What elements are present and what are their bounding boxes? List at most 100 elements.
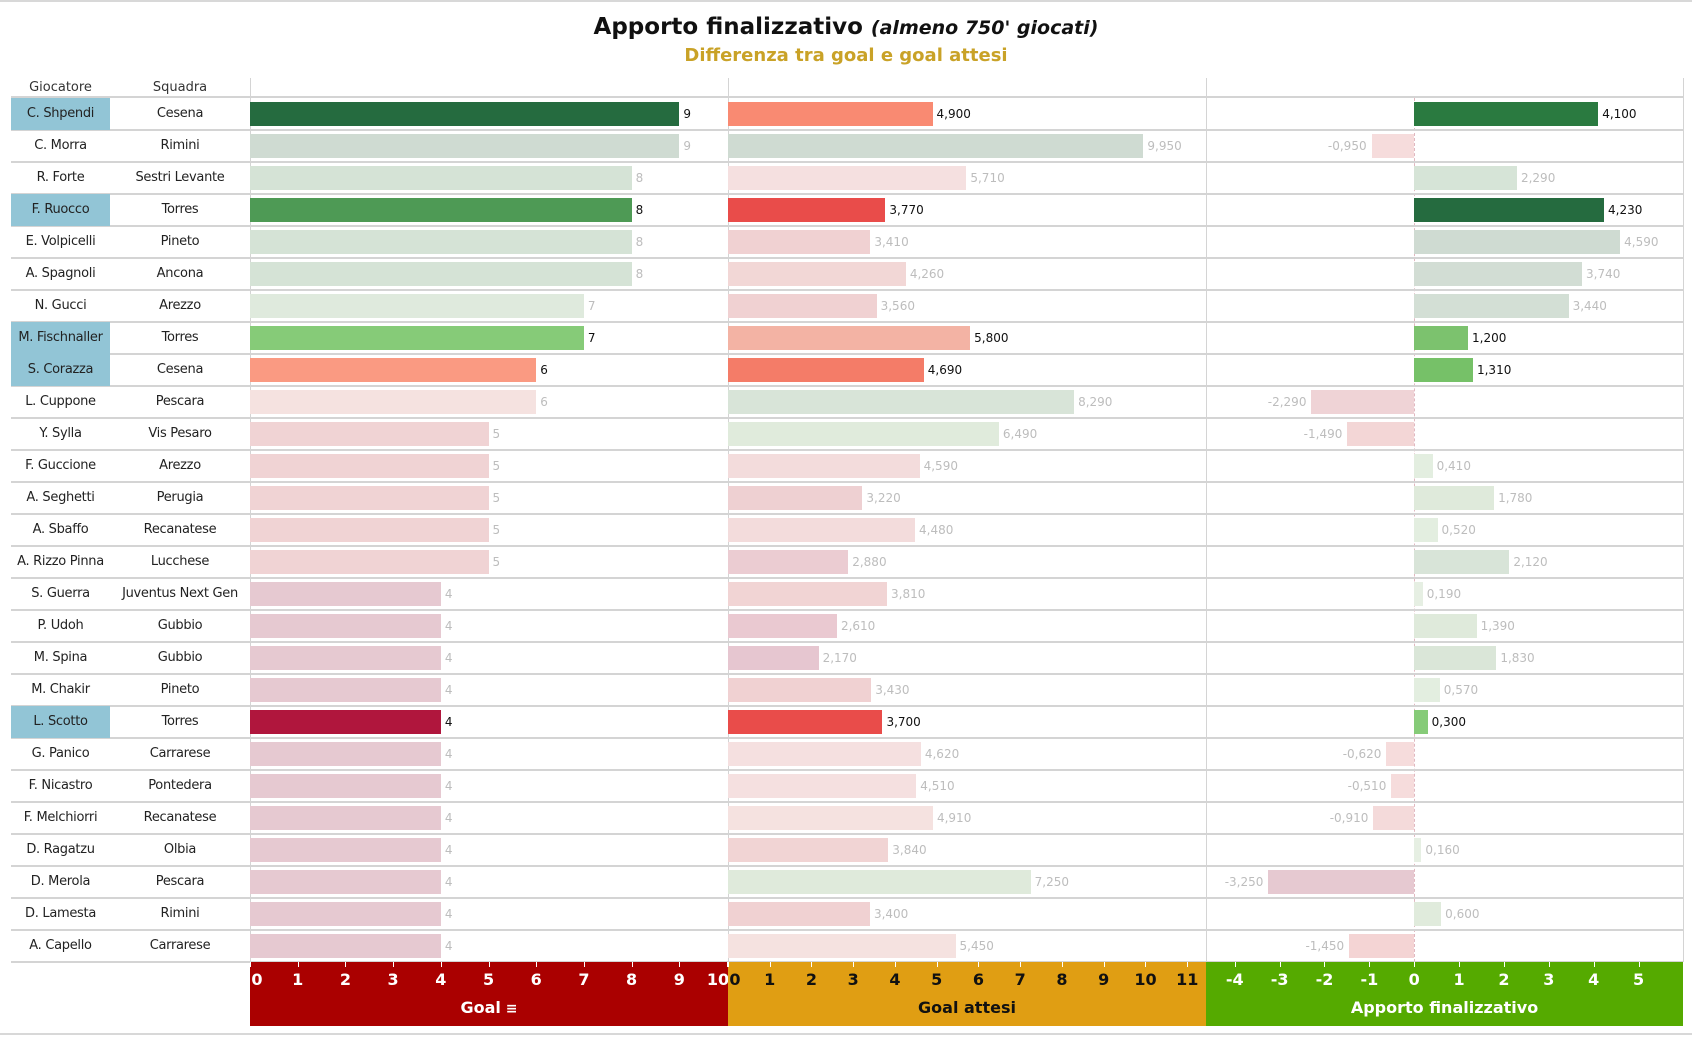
diff-bar[interactable]: [1349, 934, 1415, 958]
goal-bar[interactable]: [250, 358, 537, 382]
xg-bar[interactable]: [728, 614, 837, 638]
goal-bar[interactable]: [250, 550, 489, 574]
xg-bar[interactable]: [728, 902, 870, 926]
goal-bar[interactable]: [250, 198, 632, 222]
xg-bar[interactable]: [728, 934, 956, 958]
diff-bar[interactable]: [1414, 582, 1423, 606]
player-cell[interactable]: M. Spina: [33, 650, 88, 665]
goal-bar[interactable]: [250, 486, 489, 510]
diff-bar[interactable]: [1414, 614, 1477, 638]
axis-title-diff[interactable]: Apporto finalizzativo: [1206, 998, 1683, 1017]
diff-bar[interactable]: [1371, 134, 1415, 158]
diff-bar[interactable]: [1414, 198, 1605, 222]
xg-bar[interactable]: [728, 710, 883, 734]
diff-bar[interactable]: [1268, 870, 1415, 894]
xg-bar[interactable]: [728, 646, 819, 670]
diff-bar[interactable]: [1373, 806, 1415, 830]
goal-bar[interactable]: [250, 870, 441, 894]
diff-bar[interactable]: [1414, 102, 1599, 126]
diff-bar[interactable]: [1414, 678, 1440, 702]
player-cell[interactable]: L. Cuppone: [25, 394, 96, 409]
player-cell[interactable]: A. Sbaffo: [32, 522, 89, 537]
diff-bar[interactable]: [1414, 230, 1621, 254]
xg-bar[interactable]: [728, 870, 1031, 894]
player-cell[interactable]: L. Scotto: [11, 706, 110, 738]
xg-bar[interactable]: [728, 102, 933, 126]
diff-bar[interactable]: [1414, 358, 1473, 382]
goal-bar[interactable]: [250, 614, 441, 638]
column-header-player[interactable]: Giocatore: [29, 80, 92, 95]
goal-bar[interactable]: [250, 742, 441, 766]
diff-bar[interactable]: [1414, 550, 1510, 574]
xg-bar[interactable]: [728, 422, 999, 446]
xg-bar[interactable]: [728, 486, 863, 510]
diff-bar[interactable]: [1414, 902, 1442, 926]
player-cell[interactable]: N. Gucci: [34, 298, 87, 313]
player-cell[interactable]: A. Seghetti: [26, 490, 95, 505]
goal-bar[interactable]: [250, 262, 632, 286]
player-cell[interactable]: E. Volpicelli: [25, 234, 96, 249]
goal-bar[interactable]: [250, 678, 441, 702]
player-cell[interactable]: G. Panico: [31, 746, 90, 761]
goal-bar[interactable]: [250, 934, 441, 958]
player-cell[interactable]: R. Forte: [36, 170, 85, 185]
diff-bar[interactable]: [1414, 262, 1583, 286]
goal-bar[interactable]: [250, 230, 632, 254]
xg-bar[interactable]: [728, 550, 849, 574]
goal-bar[interactable]: [250, 774, 441, 798]
goal-bar[interactable]: [250, 294, 584, 318]
goal-bar[interactable]: [250, 102, 680, 126]
axis-title-goal[interactable]: Goal ≡: [250, 998, 728, 1017]
goal-bar[interactable]: [250, 518, 489, 542]
xg-bar[interactable]: [728, 454, 920, 478]
player-cell[interactable]: C. Shpendi: [11, 98, 110, 130]
xg-bar[interactable]: [728, 198, 886, 222]
diff-bar[interactable]: [1311, 390, 1415, 414]
xg-bar[interactable]: [728, 774, 917, 798]
diff-bar[interactable]: [1347, 422, 1415, 446]
xg-bar[interactable]: [728, 390, 1075, 414]
goal-bar[interactable]: [250, 582, 441, 606]
player-cell[interactable]: P. Udoh: [37, 618, 84, 633]
xg-bar[interactable]: [728, 230, 871, 254]
xg-bar[interactable]: [728, 262, 906, 286]
goal-bar[interactable]: [250, 390, 537, 414]
diff-bar[interactable]: [1414, 646, 1497, 670]
goal-bar[interactable]: [250, 646, 441, 670]
xg-bar[interactable]: [728, 358, 924, 382]
column-header-team[interactable]: Squadra: [152, 80, 208, 95]
diff-bar[interactable]: [1414, 166, 1517, 190]
xg-bar[interactable]: [728, 294, 877, 318]
player-cell[interactable]: Y. Sylla: [39, 426, 82, 441]
player-cell[interactable]: D. Ragatzu: [26, 842, 95, 857]
player-cell[interactable]: A. Spagnoli: [25, 266, 96, 281]
goal-bar[interactable]: [250, 806, 441, 830]
xg-bar[interactable]: [728, 742, 921, 766]
player-cell[interactable]: A. Capello: [29, 938, 92, 953]
goal-bar[interactable]: [250, 902, 441, 926]
goal-bar[interactable]: [250, 166, 632, 190]
player-cell[interactable]: D. Merola: [30, 874, 91, 889]
diff-bar[interactable]: [1386, 742, 1415, 766]
sort-descending-icon[interactable]: ≡: [500, 1001, 518, 1017]
xg-bar[interactable]: [728, 326, 971, 350]
goal-bar[interactable]: [250, 710, 441, 734]
diff-bar[interactable]: [1391, 774, 1415, 798]
xg-bar[interactable]: [728, 678, 872, 702]
xg-bar[interactable]: [728, 134, 1144, 158]
player-cell[interactable]: F. Guccione: [25, 458, 96, 473]
goal-bar[interactable]: [250, 422, 489, 446]
player-cell[interactable]: S. Guerra: [31, 586, 90, 601]
player-cell[interactable]: M. Fischnaller: [11, 322, 110, 354]
xg-bar[interactable]: [728, 582, 888, 606]
diff-bar[interactable]: [1414, 486, 1495, 510]
xg-bar[interactable]: [728, 518, 916, 542]
diff-bar[interactable]: [1414, 294, 1569, 318]
goal-bar[interactable]: [250, 134, 680, 158]
diff-bar[interactable]: [1414, 518, 1438, 542]
axis-title-xg[interactable]: Goal attesi: [728, 998, 1206, 1017]
diff-bar[interactable]: [1414, 326, 1469, 350]
player-cell[interactable]: A. Rizzo Pinna: [17, 554, 104, 569]
diff-bar[interactable]: [1414, 710, 1428, 734]
player-cell[interactable]: F. Melchiorri: [23, 810, 98, 825]
